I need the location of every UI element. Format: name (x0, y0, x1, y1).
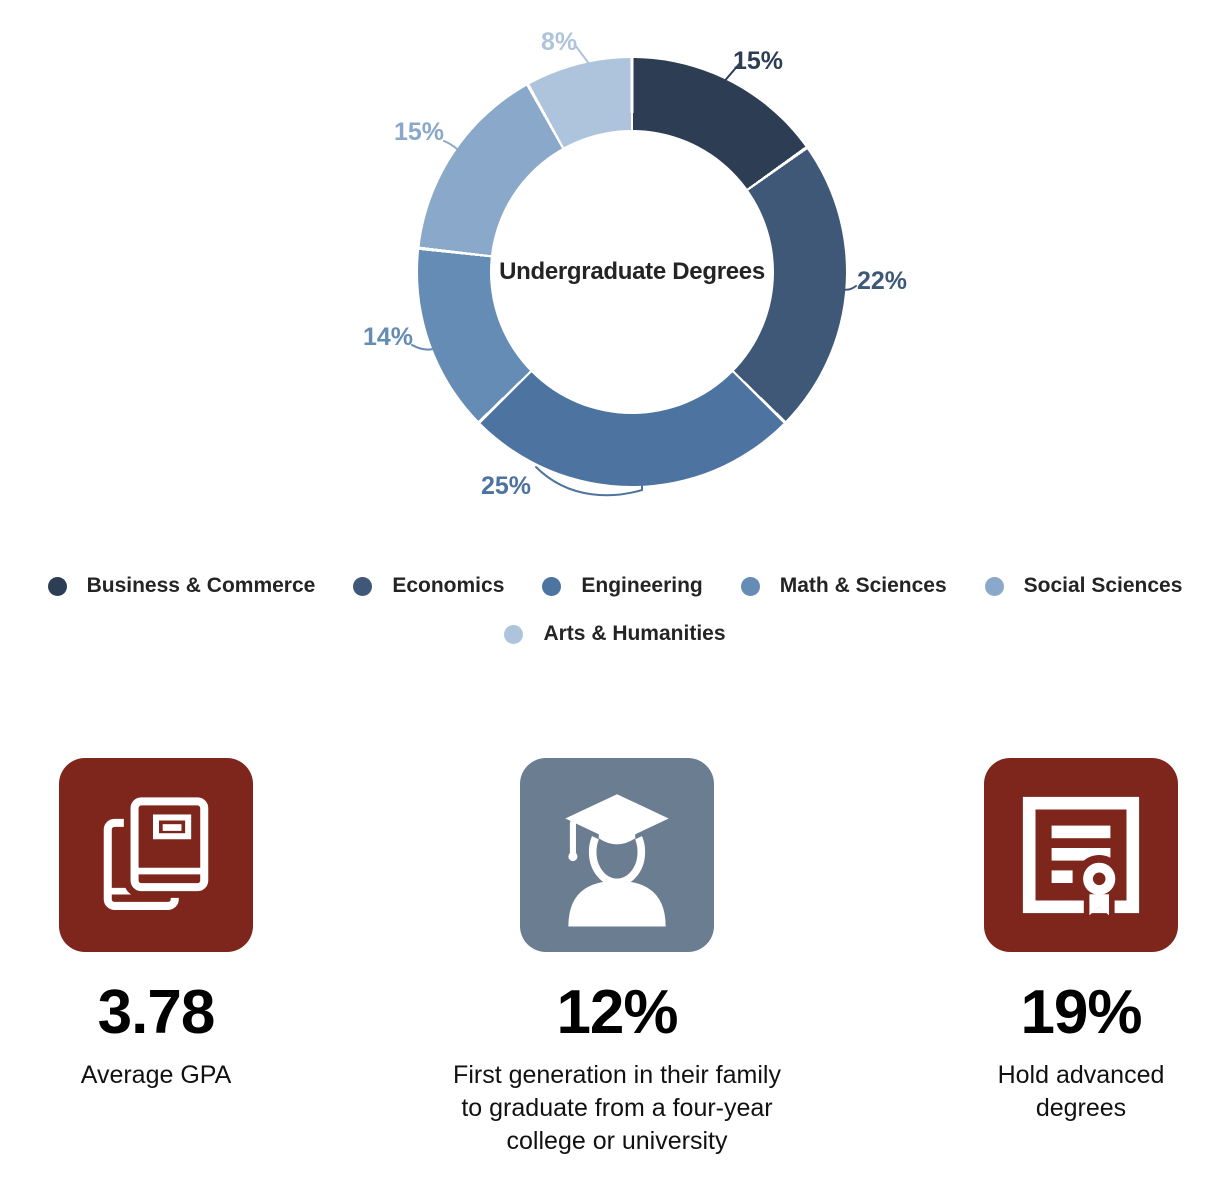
legend-marker-icon (984, 576, 1004, 596)
legend-item-economics[interactable]: Economics (353, 574, 504, 598)
pct-label-arts-humanities: 8% (541, 28, 578, 56)
legend-marker-icon (542, 576, 562, 596)
pct-label-math-sciences: 14% (363, 323, 414, 351)
stat-value: 19% (1020, 978, 1142, 1047)
caption-line: to graduate from a four-year (461, 1094, 773, 1123)
legend-marker-icon (47, 576, 67, 596)
stat-value: 3.78 (97, 978, 216, 1047)
legend-marker-icon (504, 624, 524, 644)
pct-label-business-commerce: 15% (733, 47, 784, 75)
legend-item-engineering[interactable]: Engineering (542, 574, 703, 598)
caption-line: Hold advanced (997, 1061, 1165, 1090)
books-icon (103, 790, 215, 910)
pct-label-engineering: 25% (481, 472, 532, 500)
legend-item-label: Economics (392, 574, 505, 597)
legend-item-label: Engineering (581, 574, 703, 597)
caption-line: First generation in their family (453, 1061, 781, 1090)
legend-item-arts-humanities[interactable]: Arts & Humanities (504, 622, 726, 646)
graduate-icon (554, 789, 680, 927)
legend-row-2: Arts & Humanities (0, 622, 1230, 646)
stat-average-gpa: 3.78 Average GPA (6, 758, 306, 1092)
chart-center-title: Undergraduate Degrees (499, 258, 765, 285)
graduate-tile (520, 758, 714, 952)
caption-line: college or university (506, 1127, 728, 1156)
chart-legend: Business & Commerce Economics Engineerin… (0, 574, 1230, 646)
stat-first-generation: 12% First generation in their family to … (417, 758, 817, 1158)
books-tile (59, 758, 253, 952)
donut-hole (490, 130, 774, 414)
caption-line: Average GPA (80, 1061, 232, 1090)
legend-item-business-commerce[interactable]: Business & Commerce (47, 574, 316, 598)
stat-advanced-degrees: 19% Hold advanced degrees (931, 758, 1230, 1125)
legend-item-math-sciences[interactable]: Math & Sciences (740, 574, 947, 598)
stat-caption: First generation in their family to grad… (417, 1059, 817, 1158)
legend-row-1: Business & Commerce Economics Engineerin… (0, 574, 1230, 598)
certificate-icon (1022, 796, 1140, 920)
certificate-tile (984, 758, 1178, 952)
pct-label-social-sciences: 15% (394, 118, 445, 146)
donut-chart: Undergraduate Degrees (418, 58, 846, 486)
legend-item-label: Business & Commerce (86, 574, 316, 597)
legend-item-social-sciences[interactable]: Social Sciences (984, 574, 1183, 598)
caption-line: degrees (1035, 1094, 1127, 1123)
legend-item-label: Arts & Humanities (543, 622, 726, 645)
pct-label-economics: 22% (857, 267, 908, 295)
legend-item-label: Math & Sciences (779, 574, 947, 597)
stat-caption: Average GPA (6, 1059, 306, 1092)
legend-item-label: Social Sciences (1023, 574, 1183, 597)
stat-value: 12% (556, 978, 678, 1047)
legend-marker-icon (740, 576, 760, 596)
stat-caption: Hold advanced degrees (931, 1059, 1230, 1125)
legend-marker-icon (353, 576, 373, 596)
